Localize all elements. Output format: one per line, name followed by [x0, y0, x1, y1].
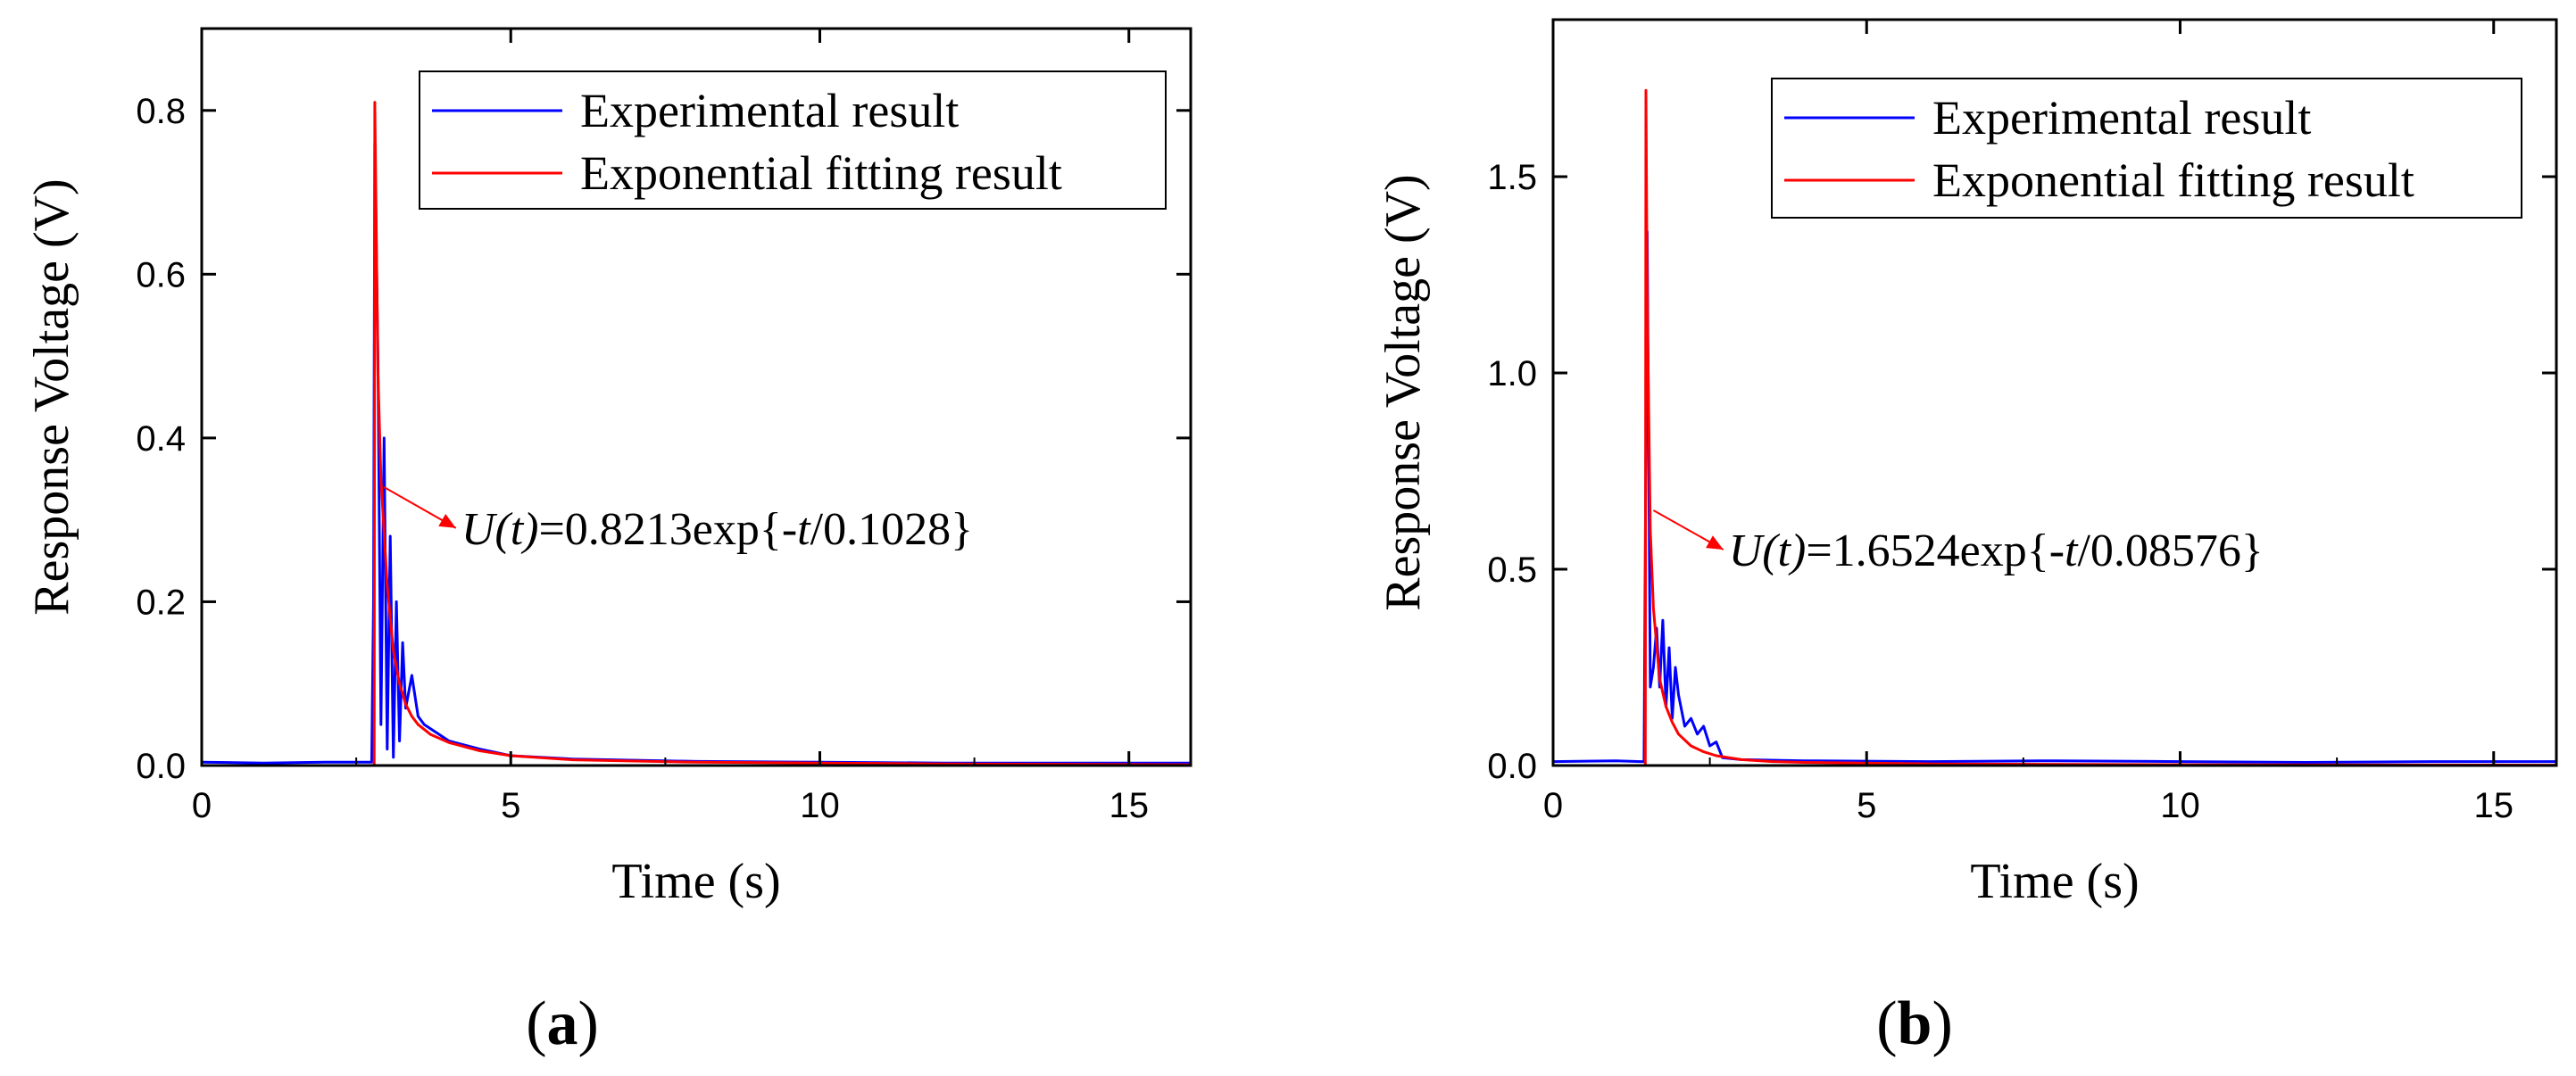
fit-equation-annotation: U(t)=0.8213exp{-t/0.1028} [383, 486, 973, 555]
legend-box [1771, 78, 2522, 219]
equation-suffix: /0.1028} [810, 504, 973, 555]
equation-function: U(t) [1729, 526, 1807, 576]
chart-panel-b: 0 5 10 15 0.0 0.5 1.0 1.5 Time (s) Response Vol… [1375, 18, 2558, 1058]
x-tick-label: 10 [2160, 786, 2200, 825]
equation-variable: t [2065, 526, 2079, 576]
y-tick-label: 0.8 [136, 92, 186, 131]
y-tick-label: 1.0 [1487, 354, 1537, 393]
legend-box [419, 70, 1167, 210]
x-axis-title: Time (s) [611, 854, 780, 909]
y-axis-title: Response Voltage (V) [24, 178, 79, 615]
y-tick-label: 0.0 [136, 747, 186, 786]
x-tick-label: 5 [501, 786, 520, 825]
panel-label-letter: a [547, 989, 578, 1058]
equation-function: U(t) [461, 504, 539, 555]
legend: Experimental result Exponential fitting … [419, 70, 1167, 210]
legend-label-experimental: Experimental result [1932, 91, 2311, 145]
panel-label-a: (a) [526, 989, 599, 1058]
series-fit-line [1553, 88, 2556, 766]
x-tick-label: 5 [1857, 786, 1876, 825]
x-axis-title: Time (s) [1970, 854, 2139, 909]
x-tick-label: 0 [1543, 786, 1563, 825]
x-tick-label: 15 [1109, 786, 1150, 825]
series-fit-line [202, 101, 1191, 766]
y-tick-label: 0.4 [136, 419, 186, 459]
x-tick-label: 0 [192, 786, 212, 825]
y-tick-label: 0.0 [1487, 747, 1537, 786]
fit-equation: U(t)=0.8213exp{-t/0.1028} [461, 504, 973, 555]
legend-label-fit: Exponential fitting result [580, 146, 1062, 200]
panel-label-open: ( [1876, 989, 1897, 1058]
equation-body: =1.6524exp{- [1806, 526, 2065, 576]
y-tick-label: 0.2 [136, 583, 186, 622]
legend-label-fit: Exponential fitting result [1932, 153, 2414, 207]
equation-body: =0.8213exp{- [538, 504, 797, 555]
y-tick-label: 0.5 [1487, 550, 1537, 590]
panel-label-close: ) [578, 989, 599, 1058]
plot-frame [200, 27, 1192, 767]
series-experimental-line [202, 142, 1191, 765]
equation-suffix: /0.08576} [2077, 526, 2263, 576]
panel-label-b: (b) [1876, 989, 1953, 1058]
annotation-arrowhead [438, 513, 456, 528]
fit-equation: U(t)=1.6524exp{-t/0.08576} [1729, 526, 2264, 576]
y-tick-label: 0.6 [136, 255, 186, 294]
y-tick-label: 1.5 [1487, 158, 1537, 197]
legend-label-experimental: Experimental result [580, 84, 959, 137]
panel-label-open: ( [526, 989, 546, 1058]
panel-label-letter: b [1898, 989, 1932, 1058]
chart-panel-a: 0 5 10 15 0.0 0.2 0.4 0.6 0.8 Time (s) Response … [24, 27, 1192, 1058]
x-tick-label: 15 [2474, 786, 2514, 825]
fit-equation-annotation: U(t)=1.6524exp{-t/0.08576} [1652, 509, 2264, 576]
equation-variable: t [797, 504, 811, 555]
annotation-arrowhead [1706, 535, 1724, 550]
y-axis-title: Response Voltage (V) [1375, 174, 1431, 610]
plot-frame [1551, 18, 2558, 767]
panel-label-close: ) [1932, 989, 1952, 1058]
x-tick-label: 10 [800, 786, 840, 825]
legend: Experimental result Exponential fitting … [1771, 78, 2522, 219]
series-experimental-line [1553, 230, 2556, 764]
